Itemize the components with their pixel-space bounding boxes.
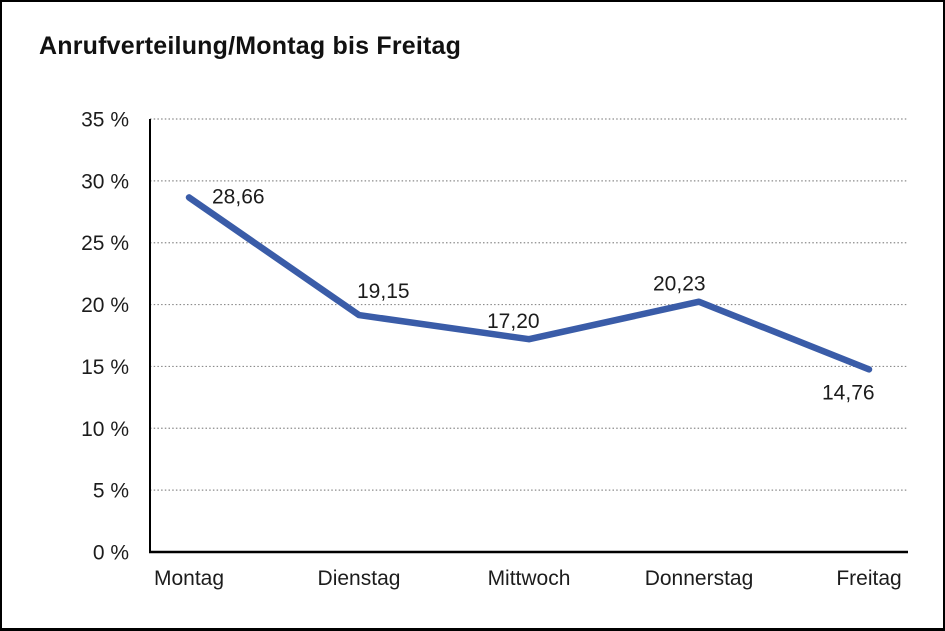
x-category-label: Donnerstag <box>645 567 754 590</box>
x-category-label: Freitag <box>836 567 901 590</box>
x-category-label: Montag <box>154 567 224 590</box>
x-category-label: Mittwoch <box>488 567 571 590</box>
data-series-line <box>185 194 873 373</box>
x-category-label: Dienstag <box>318 567 401 590</box>
data-point-label: 20,23 <box>653 273 706 296</box>
y-tick-label: 15 % <box>81 356 129 379</box>
data-point-label: 19,15 <box>357 280 410 303</box>
y-tick-label: 5 % <box>93 480 129 503</box>
y-tick-label: 0 % <box>93 542 129 565</box>
y-tick-label: 10 % <box>81 418 129 441</box>
data-point-label: 28,66 <box>212 185 265 208</box>
y-tick-label: 20 % <box>81 294 129 317</box>
data-point-label: 14,76 <box>822 381 875 404</box>
y-tick-label: 35 % <box>81 109 129 132</box>
data-point-label: 17,20 <box>487 310 540 333</box>
y-tick-label: 25 % <box>81 232 129 255</box>
chart-title: Anrufverteilung/Montag bis Freitag <box>39 32 462 60</box>
y-tick-label: 30 % <box>81 170 129 193</box>
